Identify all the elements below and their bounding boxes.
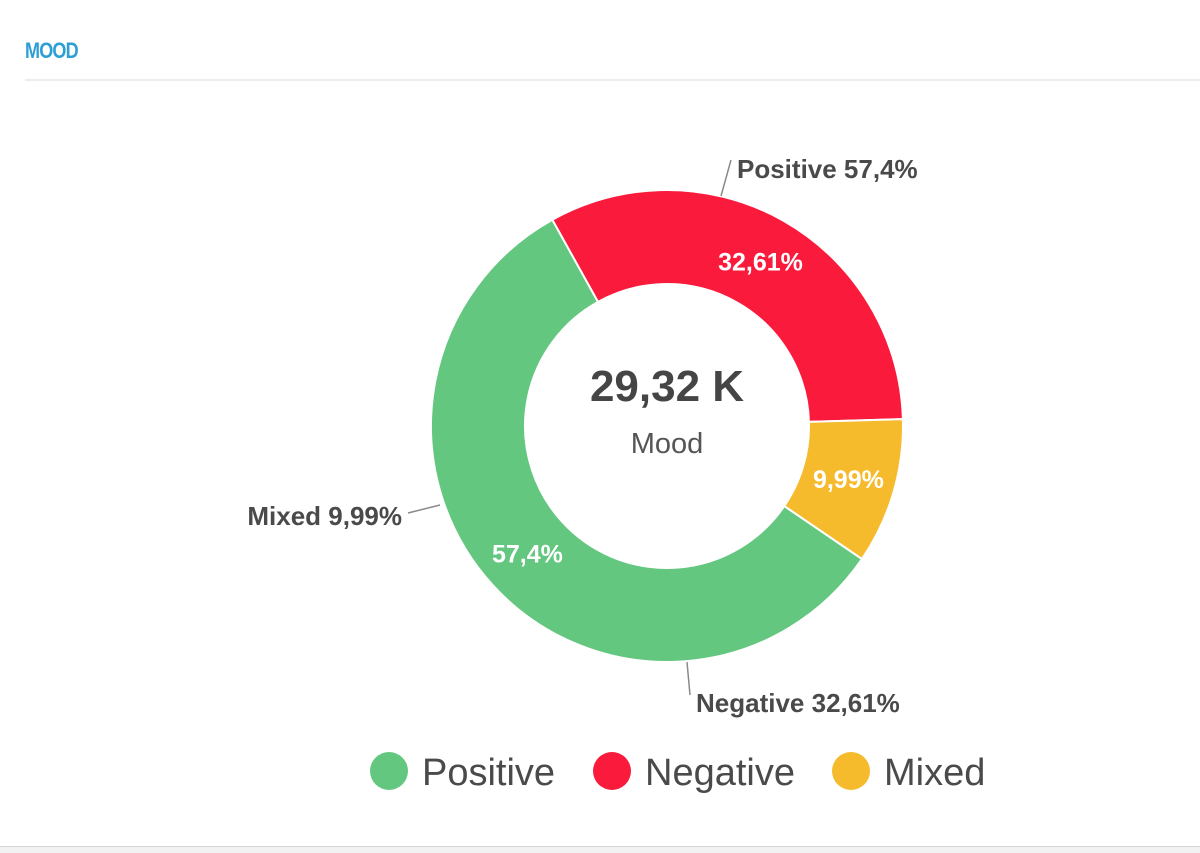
slice-label-mixed: 9,99% — [813, 466, 884, 494]
slice-negative[interactable] — [551, 189, 904, 423]
center-total-value: 29,32 K — [590, 362, 744, 411]
callout-label-mixed: Mixed 9,99% — [247, 501, 402, 531]
callout-line-negative — [686, 661, 691, 696]
panel-divider — [25, 79, 1200, 81]
slice-label-positive: 57,4% — [492, 540, 563, 568]
panel-title: MOOD — [25, 38, 79, 63]
legend-label-positive: Positive — [422, 752, 555, 794]
callout-label-negative: Negative 32,61% — [696, 688, 900, 718]
legend-item-positive[interactable]: Positive — [370, 752, 555, 794]
donut-slices — [430, 189, 904, 663]
panel-bottom-edge — [0, 846, 1200, 853]
callout-line-positive — [720, 159, 732, 197]
legend-item-mixed[interactable]: Mixed — [832, 752, 985, 794]
legend-label-negative: Negative — [645, 752, 795, 794]
legend-label-mixed: Mixed — [884, 752, 985, 794]
legend-item-negative[interactable]: Negative — [593, 752, 795, 794]
callout-label-positive: Positive 57,4% — [737, 154, 918, 184]
slice-callout-labels: Positive 57,4% Negative 32,61% Mixed 9,99% — [247, 154, 917, 718]
legend-dot-mixed — [832, 752, 870, 790]
center-label: Mood — [631, 428, 704, 460]
legend-dot-negative — [593, 752, 631, 790]
callout-line-mixed — [407, 504, 441, 514]
slice-percent-labels: 57,4% 32,61% 9,99% — [492, 249, 884, 569]
slice-label-negative: 32,61% — [718, 249, 803, 277]
slice-mixed[interactable] — [782, 418, 904, 561]
slice-positive[interactable] — [430, 218, 864, 663]
chart-legend[interactable]: Positive Negative Mixed — [370, 752, 985, 794]
legend-dot-positive — [370, 752, 408, 790]
